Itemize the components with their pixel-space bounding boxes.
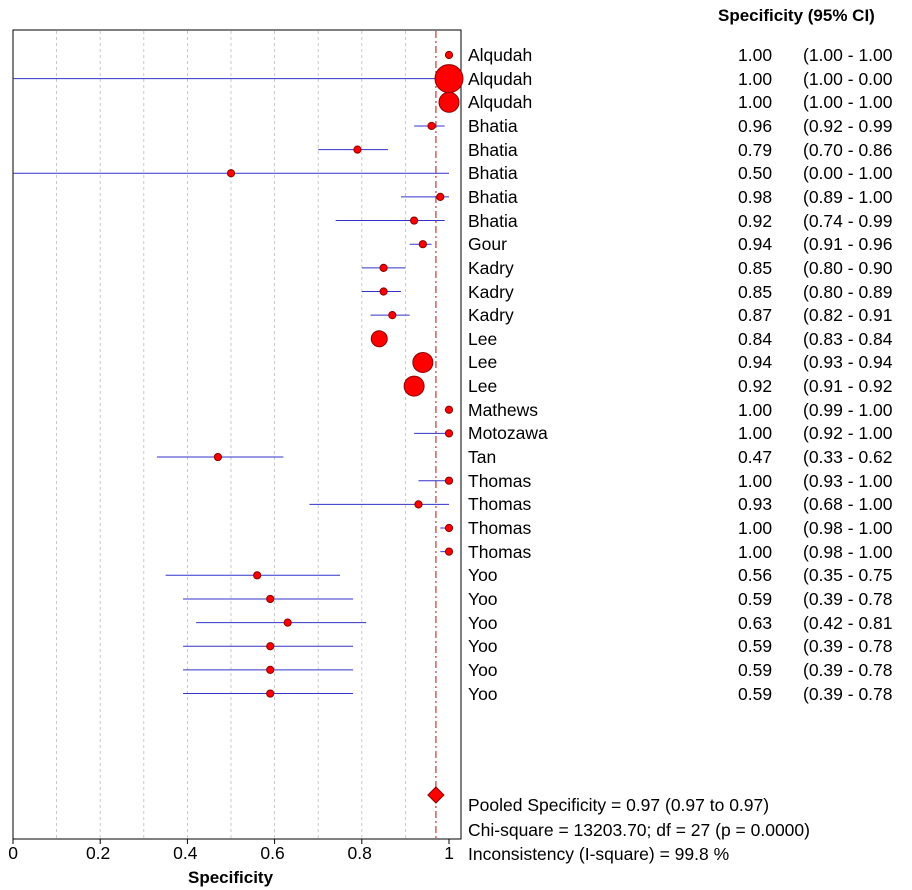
pooled-diamond xyxy=(427,786,445,804)
grid-lines xyxy=(56,31,406,838)
point-estimate xyxy=(444,405,454,414)
point-estimate xyxy=(353,145,362,154)
point-estimate xyxy=(266,689,275,698)
point-estimate xyxy=(266,594,275,604)
study-marks xyxy=(13,50,464,698)
point-estimate xyxy=(418,240,427,249)
point-estimate xyxy=(410,216,419,225)
point-estimate xyxy=(434,64,464,94)
point-estimate xyxy=(403,375,425,397)
point-estimate xyxy=(412,351,434,373)
point-estimate xyxy=(226,169,236,178)
point-estimate xyxy=(414,500,423,509)
point-estimate xyxy=(436,192,445,201)
point-estimate xyxy=(253,571,262,580)
plot-frame xyxy=(12,29,462,840)
point-estimate xyxy=(444,476,454,485)
point-estimate xyxy=(388,311,397,320)
point-estimate xyxy=(444,523,454,533)
point-estimate xyxy=(379,287,388,296)
point-estimate xyxy=(283,618,292,627)
point-estimate xyxy=(444,429,454,438)
x-axis-ticks xyxy=(12,839,450,844)
point-estimate xyxy=(370,330,388,348)
point-estimate xyxy=(427,121,436,131)
point-estimate xyxy=(266,665,275,675)
point-estimate xyxy=(444,547,454,556)
point-estimate xyxy=(379,263,388,272)
point-estimate xyxy=(213,452,223,462)
point-estimate xyxy=(266,642,275,651)
point-estimate xyxy=(438,91,460,113)
point-estimate xyxy=(444,50,454,60)
